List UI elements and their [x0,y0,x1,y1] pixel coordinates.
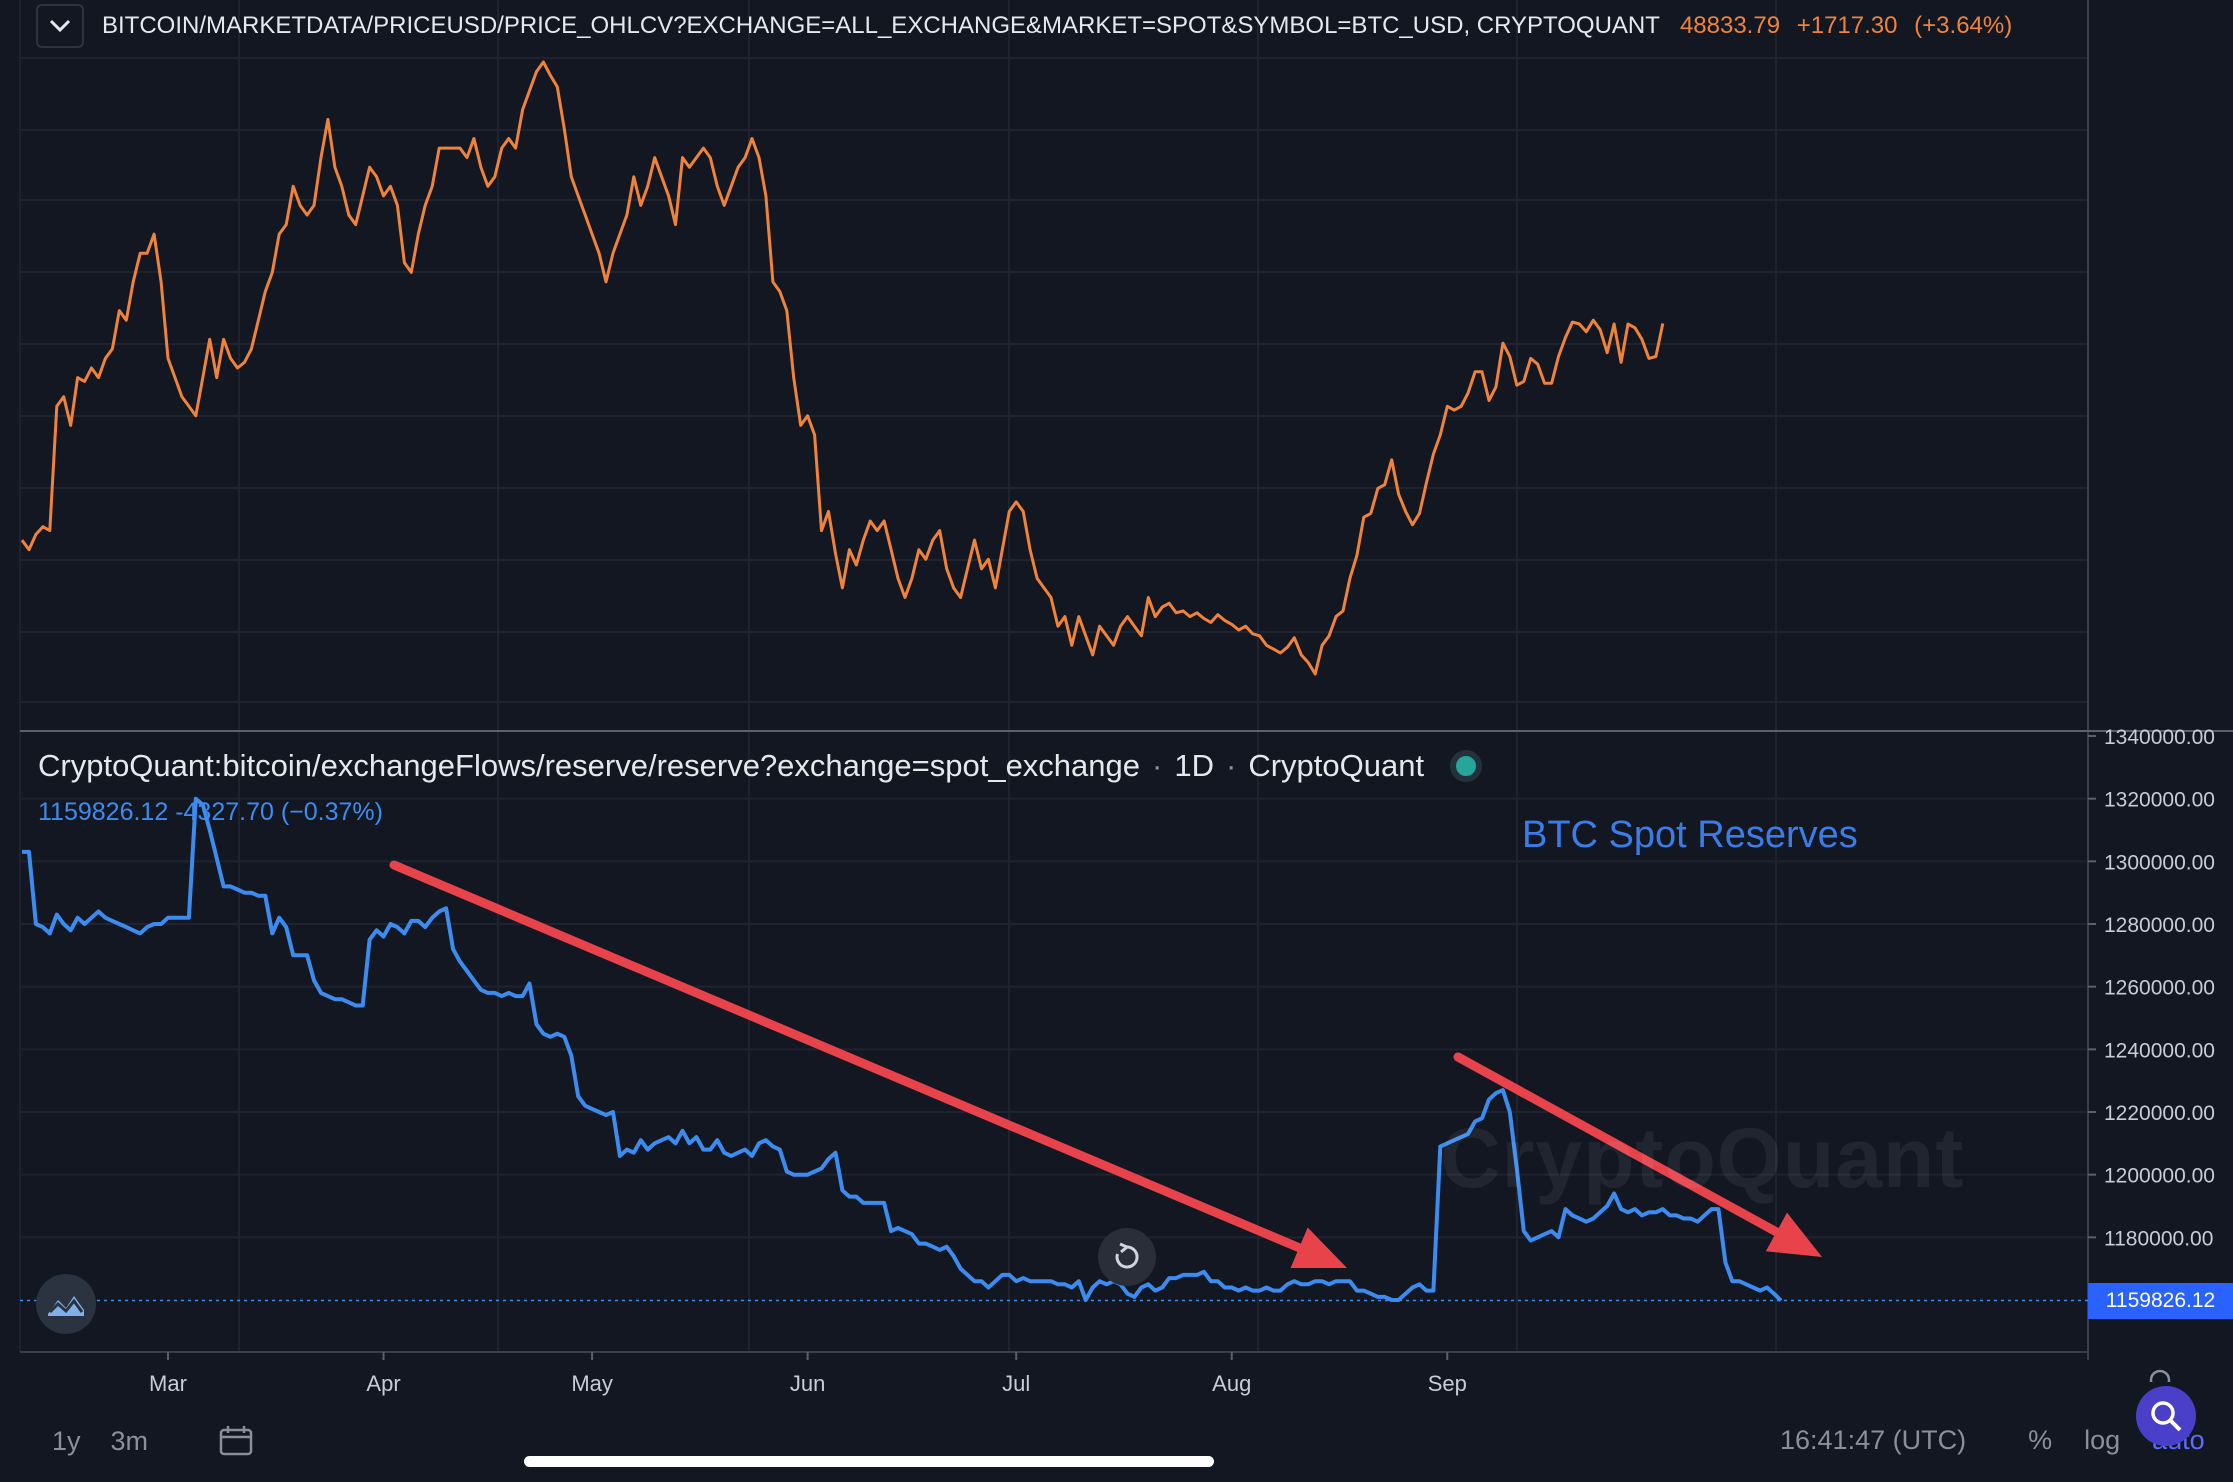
y-tick-label: 1240000.00 [2104,1039,2215,1062]
collapse-legend-button[interactable] [36,4,84,48]
main-change-pct: (+3.64%) [1914,12,2013,39]
arrow-long-shaft [389,860,1304,1253]
range-toolbar: 1y 3m [52,1425,254,1457]
arrow-short-head [1765,1212,1822,1257]
main-values: 48833.79 +1717.30 (+3.64%) [1680,12,2022,40]
reserve-change-pct: (−0.37%) [280,798,383,826]
arrow-long-head [1290,1227,1347,1269]
x-tick-label: Jul [1002,1371,1030,1396]
main-change: +1717.30 [1796,12,1898,39]
x-tick-label: Apr [366,1371,400,1396]
watermark: CryptoQuant [1440,1111,1965,1205]
reserve-interval: 1D [1174,748,1214,783]
live-status-icon [1450,750,1483,782]
y-tick-label: 1220000.00 [2104,1102,2215,1125]
home-indicator [524,1456,1214,1467]
reserve-legend: CryptoQuant:bitcoin/exchangeFlows/reserv… [38,748,1483,784]
x-tick-label: Mar [149,1371,187,1396]
reserve-values: 1159826.12 -4327.70 (−0.37%) [38,798,383,827]
search-button[interactable] [2136,1386,2196,1446]
reserve-change: -4327.70 [175,798,274,826]
y-tick-label: 1300000.00 [2104,851,2215,874]
reset-icon [1115,1242,1139,1269]
x-tick-label: Aug [1212,1371,1251,1396]
reset-chart-button[interactable] [1098,1228,1156,1286]
y-tick-label: 1200000.00 [2104,1165,2215,1188]
search-icon [2151,1401,2182,1432]
price-series [20,60,1665,676]
reserve-series [22,796,1783,1302]
main-symbol: BITCOIN/MARKETDATA/PRICEUSD/PRICE_OHLCV?… [102,12,1660,39]
price-line [20,60,1665,676]
reserve-source: CryptoQuant [1248,748,1425,783]
date-range-icon[interactable] [218,1425,254,1457]
y-tick-label: 1340000.00 [2104,726,2215,749]
y-tick-label: 1180000.00 [2104,1227,2213,1250]
range-3m-button[interactable]: 3m [110,1425,149,1456]
reserve-symbol[interactable]: CryptoQuant:bitcoin/exchangeFlows/reserv… [38,748,1141,783]
arrow-short-shaft [1453,1052,1781,1237]
clock-time: 16:41:47 (UTC) [1780,1425,1967,1455]
y-tick-label: 1320000.00 [2104,789,2215,812]
annotation-label[interactable]: BTC Spot Reserves [1522,814,1858,856]
chart-grid [19,0,2088,1352]
range-1y-button[interactable]: 1y [52,1425,81,1456]
trend-arrows [389,860,1822,1269]
y-tick-label: 1280000.00 [2104,914,2215,937]
cryptoquant-logo-icon[interactable] [36,1274,96,1334]
main-last: 48833.79 [1679,12,1781,39]
price-scale[interactable]: 1340000.00 1320000.00 1300000.00 1280000.00… [2088,726,2215,1250]
log-scale-button[interactable]: log [2084,1425,2121,1455]
percent-scale-button[interactable]: % [2028,1425,2053,1455]
reserve-value: 1159826.12 [38,798,169,826]
last-value-tag: 1159826.12 [2088,1282,2233,1319]
time-scale[interactable]: Mar Apr May Jun Jul Aug Sep [149,1352,1467,1396]
main-legend: BITCOIN/MARKETDATA/PRICEUSD/PRICE_OHLCV?… [36,4,2022,48]
y-tick-label: 1260000.00 [2104,977,2215,1000]
settings-gear-icon[interactable] [2142,1362,2178,1382]
reserve-line [22,796,1783,1302]
x-tick-label: Sep [1428,1371,1467,1396]
x-tick-label: Jun [790,1371,825,1396]
chevron-down-icon [49,19,71,33]
x-tick-label: May [571,1371,613,1396]
